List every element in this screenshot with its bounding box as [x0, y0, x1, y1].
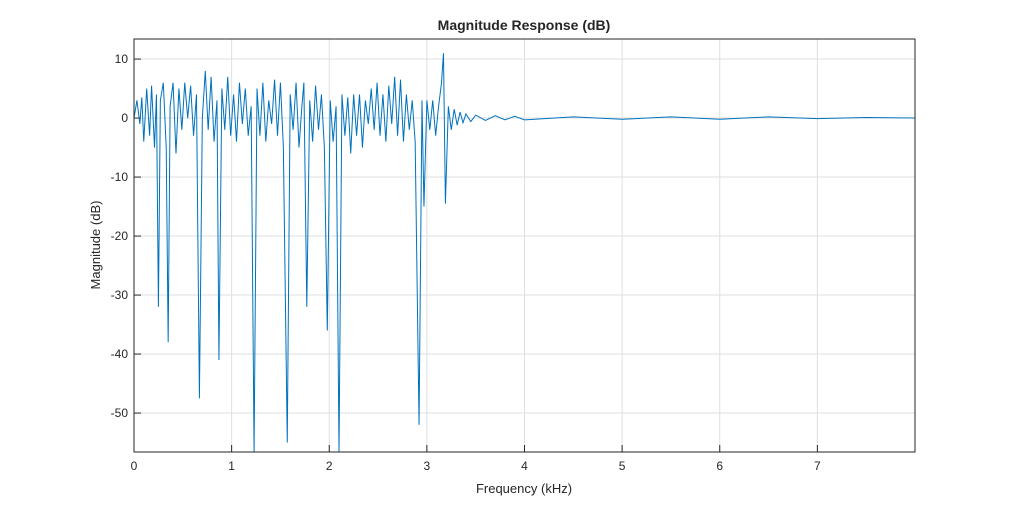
y-tick-label: -10	[111, 170, 129, 184]
y-tick-label: -40	[111, 347, 129, 361]
x-tick-label: 2	[326, 459, 333, 473]
x-tick-label: 1	[228, 459, 235, 473]
y-axis-label: Magnitude (dB)	[88, 201, 103, 290]
x-tick-label: 0	[131, 459, 138, 473]
y-tick-label: -20	[111, 229, 129, 243]
plot-frame	[133, 38, 916, 453]
chart-title: Magnitude Response (dB)	[438, 17, 611, 33]
x-tick-label: 4	[521, 459, 528, 473]
x-tick-label: 7	[814, 459, 821, 473]
y-tick-label: -30	[111, 288, 129, 302]
x-axis-label: Frequency (kHz)	[476, 481, 572, 496]
y-tick-label: 10	[115, 52, 129, 66]
y-tick-label: 0	[121, 111, 128, 125]
y-tick-label: -50	[111, 406, 129, 420]
x-tick-label: 3	[424, 459, 431, 473]
x-tick-label: 6	[716, 459, 723, 473]
x-tick-label: 5	[619, 459, 626, 473]
data-line	[133, 53, 916, 453]
